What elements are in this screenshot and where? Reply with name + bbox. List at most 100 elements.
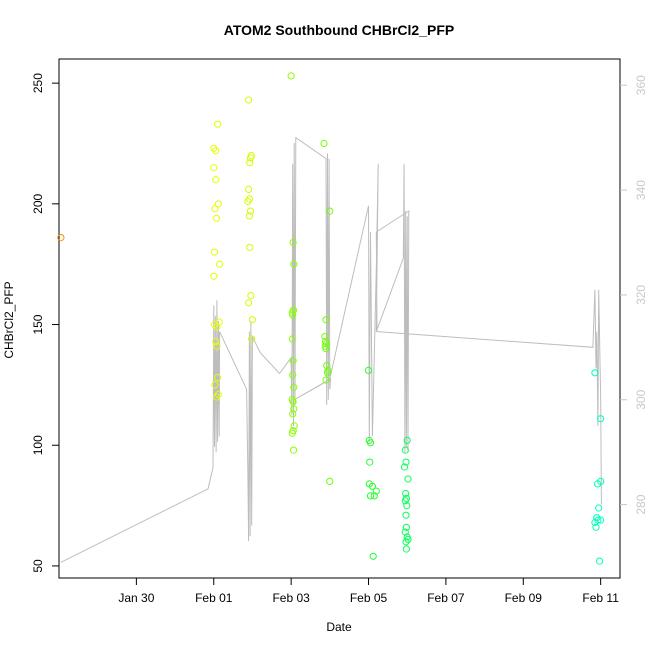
data-point: [210, 272, 218, 280]
points-layer: [57, 72, 605, 565]
data-point: [290, 383, 298, 391]
data-point: [290, 422, 298, 430]
y2-tick-label: 280: [634, 494, 648, 514]
x-axis-label: Date: [326, 620, 352, 634]
data-point: [403, 502, 411, 510]
data-point: [211, 205, 219, 213]
data-point: [289, 398, 297, 406]
x-tick-label: Feb 05: [350, 591, 388, 605]
data-point: [215, 318, 223, 326]
x-tick-label: Feb 01: [195, 591, 233, 605]
data-point: [321, 333, 329, 341]
data-point: [594, 480, 602, 488]
y-tick-label: 200: [31, 194, 45, 214]
data-point: [212, 337, 220, 345]
data-point: [213, 342, 221, 350]
data-point: [369, 552, 377, 560]
data-point: [214, 120, 222, 128]
data-point: [400, 463, 409, 471]
data-point: [288, 429, 296, 437]
data-point: [287, 72, 295, 80]
data-point: [245, 185, 253, 193]
data-point: [245, 212, 253, 220]
data-point: [592, 523, 600, 531]
data-point: [216, 260, 224, 268]
data-point: [210, 248, 219, 256]
y-axis: 50 100 150 200 250: [31, 73, 59, 573]
data-point: [289, 306, 298, 314]
data-point: [245, 299, 253, 307]
data-point: [402, 523, 410, 531]
plot-box: [58, 58, 621, 579]
altitude-line: [60, 136, 602, 563]
data-point: [212, 214, 221, 222]
data-point: [214, 200, 222, 208]
data-point: [211, 381, 219, 389]
data-point: [289, 357, 297, 365]
data-point: [214, 374, 222, 382]
data-point: [247, 292, 255, 300]
y-tick-label: 100: [31, 435, 45, 455]
data-point: [324, 366, 332, 374]
y2-axis: 280 300 320 340 360: [620, 75, 648, 515]
altitude-layer: [60, 136, 602, 563]
data-point: [210, 164, 218, 172]
data-point: [320, 139, 328, 148]
y-tick-label: 50: [31, 559, 45, 573]
data-point: [212, 393, 221, 401]
data-point: [326, 207, 334, 215]
data-point: [289, 446, 298, 454]
data-point: [248, 316, 256, 324]
data-point: [212, 176, 220, 184]
data-point: [401, 497, 409, 505]
data-point: [401, 446, 409, 454]
data-point: [404, 475, 412, 483]
y-axis-label: CHBrCl2_PFP: [2, 281, 16, 358]
data-point: [322, 345, 330, 353]
data-point: [595, 504, 603, 512]
data-point: [246, 207, 255, 215]
x-tick-label: Jan 30: [118, 591, 154, 605]
data-point: [322, 316, 330, 324]
data-point: [370, 492, 378, 500]
x-tick-label: Feb 09: [505, 591, 543, 605]
data-point: [366, 458, 374, 466]
chart-title: ATOM2 Southbound CHBrCl2_PFP: [224, 22, 454, 38]
data-point: [366, 439, 375, 447]
data-point: [288, 335, 296, 343]
data-point: [402, 458, 410, 466]
data-point: [322, 376, 330, 384]
data-point: [402, 511, 410, 519]
x-axis: Jan 30 Feb 01 Feb 03 Feb 05 Feb 07 Feb 09 Feb …: [118, 578, 619, 605]
data-point: [289, 371, 297, 379]
data-point: [289, 238, 297, 247]
x-tick-label: Feb 03: [272, 591, 310, 605]
data-point: [404, 535, 412, 544]
data-point: [403, 436, 411, 444]
data-point: [402, 538, 410, 546]
data-point: [366, 492, 375, 500]
data-point: [597, 415, 605, 423]
data-point: [247, 152, 255, 160]
data-point: [245, 195, 253, 203]
data-point: [323, 362, 331, 370]
data-point: [248, 335, 256, 343]
data-point: [57, 234, 65, 242]
data-point: [245, 96, 253, 104]
data-point: [290, 405, 298, 413]
data-point: [289, 311, 297, 319]
data-point: [210, 144, 218, 152]
data-point: [364, 366, 373, 374]
data-point: [591, 518, 599, 527]
data-point: [372, 487, 380, 495]
data-point: [290, 260, 298, 268]
data-point: [246, 243, 254, 251]
y2-tick-label: 300: [634, 389, 648, 409]
data-point: [326, 477, 334, 485]
data-point: [595, 557, 604, 565]
data-point: [591, 369, 599, 377]
y-tick-label: 250: [31, 73, 45, 93]
data-point: [597, 516, 605, 524]
x-tick-label: Feb 11: [582, 591, 619, 605]
